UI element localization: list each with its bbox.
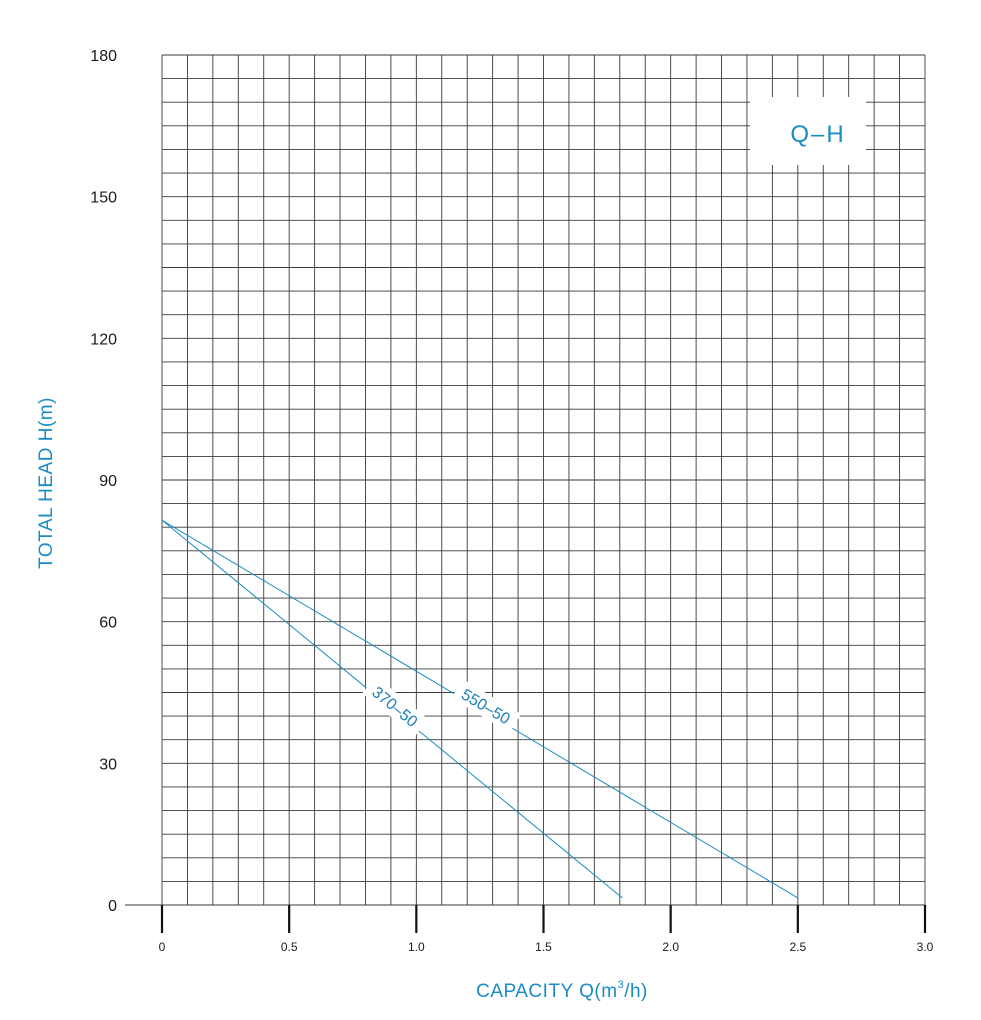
x-axis-label-sup: 3 (618, 979, 625, 991)
curve-label-group-370-50: 370–50 (362, 676, 429, 737)
y-tick-label: 120 (90, 331, 117, 348)
y-tick-label: 180 (90, 48, 117, 65)
y-tick-label: 90 (99, 473, 117, 490)
x-tick-label: 2.5 (789, 940, 806, 954)
x-axis-label: CAPACITY Q(m3/h) (476, 979, 648, 1002)
curve-label-bg (362, 676, 429, 737)
y-tick-label: 0 (108, 898, 117, 915)
legend-label: Q–H (790, 121, 845, 148)
chart-grid (161, 54, 926, 906)
y-axis-label: TOTAL HEAD H(m) (36, 397, 57, 569)
x-axis-label-main: CAPACITY Q(m (476, 981, 617, 1002)
curve-label-group-550-50: 550–50 (451, 679, 522, 733)
chart-curves: 550–50 370–50 (161, 519, 799, 899)
curve-label-bg (451, 679, 522, 733)
y-tick-label: 60 (99, 615, 117, 632)
x-tick-label: 2.0 (662, 940, 679, 954)
y-tick-label: 30 (99, 756, 117, 773)
x-tick-label: 1.5 (535, 940, 552, 954)
x-tick-label: 0 (159, 940, 166, 954)
y-axis-ticks: 0 30 60 90 120 150 180 (90, 48, 117, 915)
y-tick-label: 150 (90, 190, 117, 207)
x-tick-label: 0.5 (281, 940, 298, 954)
x-tick-label: 3.0 (917, 940, 934, 954)
x-tick-label: 1.0 (408, 940, 425, 954)
x-axis-label-tail: /h) (624, 981, 648, 1002)
legend-box: Q–H (750, 97, 866, 165)
x-axis: 0 0.5 1.0 1.5 2.0 2.5 3.0 (125, 904, 934, 954)
